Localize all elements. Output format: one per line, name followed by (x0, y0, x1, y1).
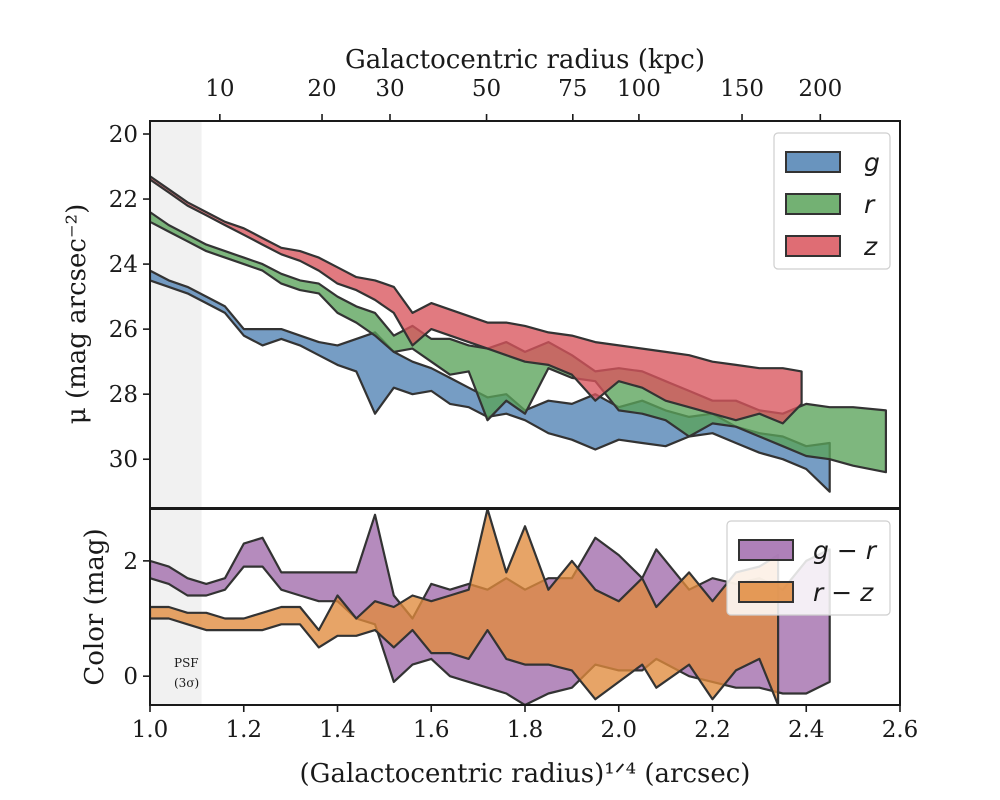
x-tick-label-1.8: 1.8 (507, 717, 544, 743)
band-g (150, 269, 831, 493)
band-r-z (150, 509, 780, 705)
legend-label-r: r (864, 190, 876, 219)
psf-region (150, 121, 202, 508)
y-tick-label-30: 30 (109, 447, 138, 473)
profile-panel: 20 22 24 26 28 30 10 20 30 50 75 100 150 200 Galacto… (62, 45, 901, 509)
x-tick-label-2.4: 2.4 (788, 717, 825, 743)
color-y-axis-label: Color (mag) (80, 528, 110, 685)
legend-swatch-g (785, 151, 841, 173)
profile-bands (150, 175, 888, 493)
color-legend: g − r r − z (726, 520, 891, 616)
top-x-tick-label-30: 30 (375, 76, 404, 102)
y-tick-label-26: 26 (109, 317, 138, 343)
legend-swatch-z (785, 235, 841, 257)
y-tick-label-0: 0 (123, 664, 138, 690)
legend-label-z: z (863, 232, 878, 261)
x-tick-label-1.0: 1.0 (132, 717, 169, 743)
color-y-ticks: 02 (123, 549, 150, 690)
top-x-tick-label-200: 200 (798, 76, 842, 102)
top-x-axis-label: Galactocentric radius (kpc) (345, 45, 705, 75)
top-x-tick-label-75: 75 (558, 76, 587, 102)
x-tick-label-1.2: 1.2 (225, 717, 262, 743)
y-tick-label-28: 28 (109, 382, 138, 408)
profile-top-x-ticks: 10 20 30 50 75 100 150 200 (205, 76, 842, 121)
psf-annotation-line2: (3σ) (174, 676, 199, 690)
profile-legend: grz (773, 132, 891, 270)
y-tick-label-22: 22 (109, 187, 138, 213)
legend-label-g-r: g − r (813, 536, 878, 565)
color-bands (150, 509, 831, 705)
color-panel: 02 1.0 1.2 1.4 1.6 1.8 2.0 2.2 2.4 2.6 Color (ma… (80, 508, 919, 789)
legend-swatch-g-r (738, 539, 794, 561)
top-x-tick-label-150: 150 (720, 76, 764, 102)
psf-annotation-line1: PSF (174, 656, 199, 670)
x-tick-label-2.2: 2.2 (694, 717, 731, 743)
y-tick-label-24: 24 (109, 252, 138, 278)
x-axis-label: (Galactocentric radius)¹ᐟ⁴ (arcsec) (300, 759, 751, 789)
legend-swatch-r (785, 193, 841, 215)
x-tick-label-1.6: 1.6 (413, 717, 450, 743)
legend-swatch-r-z (738, 581, 794, 603)
y-tick-label-20: 20 (109, 122, 138, 148)
top-x-tick-label-100: 100 (617, 76, 661, 102)
psf-shaded-region (150, 121, 202, 508)
band-z (150, 175, 803, 425)
y-tick-label-2: 2 (123, 549, 138, 575)
profile-y-axis-label: μ (mag arcsec⁻²) (62, 204, 92, 424)
legend-label-g: g (864, 148, 880, 177)
x-tick-label-1.4: 1.4 (319, 717, 356, 743)
x-tick-label-2.0: 2.0 (600, 717, 637, 743)
legend-label-r-z: r − z (813, 578, 874, 607)
top-x-tick-label-10: 10 (205, 76, 234, 102)
x-tick-label-2.6: 2.6 (882, 717, 919, 743)
color-x-ticks: 1.0 1.2 1.4 1.6 1.8 2.0 2.2 2.4 2.6 (132, 705, 919, 743)
top-x-tick-label-50: 50 (472, 76, 501, 102)
profile-y-ticks: 20 22 24 26 28 30 (109, 122, 150, 473)
top-x-tick-label-20: 20 (307, 76, 336, 102)
